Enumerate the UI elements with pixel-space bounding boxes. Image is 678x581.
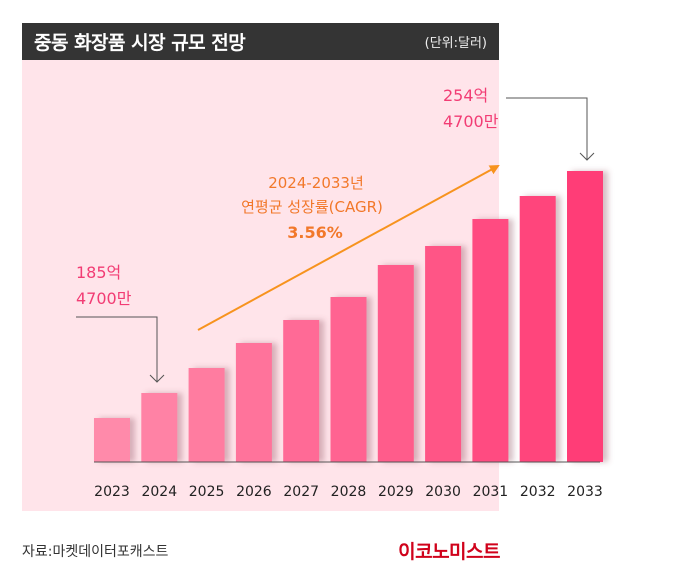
- x-tick-label-2027: 2027: [283, 484, 319, 500]
- bar-2029: [377, 265, 414, 462]
- x-tick-label-2030: 2030: [425, 484, 461, 500]
- cagr-value: 3.56%: [287, 223, 343, 242]
- bar-2030: [425, 246, 462, 462]
- cagr-line1: 2024-2033년: [268, 174, 364, 192]
- x-tick-label-2025: 2025: [189, 484, 225, 500]
- cagr-trend-arrow: [197, 165, 500, 331]
- annotation-2024-arrowhead: [149, 374, 165, 383]
- x-tick-label-2028: 2028: [331, 484, 367, 500]
- x-tick-label-2033: 2033: [567, 484, 603, 500]
- source-note: 자료:마켓데이터포캐스트: [22, 544, 169, 560]
- bar-2028: [330, 297, 367, 462]
- annotation-2033-line1: 254억: [443, 86, 488, 105]
- annotation-2033-line2: 4700만: [443, 112, 499, 131]
- annotation-2024-pointer: [76, 316, 158, 382]
- unit-label: (단위:달러): [424, 36, 487, 51]
- bar-2026: [235, 343, 272, 462]
- x-tick-label-2032: 2032: [520, 484, 556, 500]
- chart-header: 중동 화장품 시장 규모 전망 (단위:달러): [22, 23, 499, 60]
- annotation-2024-line2: 4700만: [76, 289, 132, 308]
- x-tick-label-2026: 2026: [236, 484, 272, 500]
- bar-2027: [283, 320, 320, 462]
- annotation-2033-arrowhead: [579, 152, 595, 161]
- annotation-2033-pointer: [506, 97, 588, 160]
- cagr-line2: 연평균 성장률(CAGR): [241, 198, 383, 216]
- chart-title: 중동 화장품 시장 규모 전망: [34, 32, 246, 54]
- publisher-logo: 이코노미스트: [398, 541, 500, 563]
- bar-2032: [519, 196, 556, 462]
- annotation-2024-line1: 185억: [76, 263, 121, 282]
- x-tick-label-2031: 2031: [473, 484, 509, 500]
- bar-2033: [567, 171, 603, 462]
- x-tick-label-2029: 2029: [378, 484, 414, 500]
- bar-2024: [141, 393, 178, 462]
- x-tick-label-2023: 2023: [94, 484, 130, 500]
- bar-2025: [188, 368, 225, 462]
- bar-2023: [94, 418, 130, 462]
- x-tick-label-2024: 2024: [141, 484, 177, 500]
- bar-2031: [472, 219, 509, 462]
